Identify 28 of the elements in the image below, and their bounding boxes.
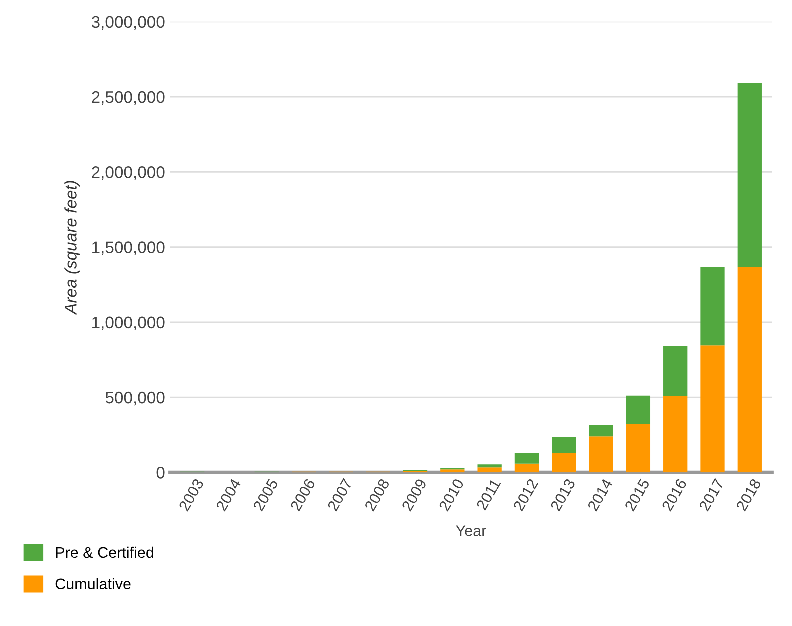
y-tick-label: 2,000,000: [92, 166, 165, 180]
bar: [478, 464, 502, 468]
bar: [589, 425, 614, 437]
bar: [440, 470, 465, 473]
bar: [738, 268, 762, 473]
bar: [589, 436, 614, 473]
y-tick-label: 1,500,000: [92, 242, 165, 256]
bar: [626, 424, 651, 473]
bar: [514, 453, 540, 464]
x-axis-title: Year: [456, 526, 486, 536]
y-axis-title: Area (square feet): [64, 181, 80, 316]
y-tick-label: 500,000: [106, 392, 165, 406]
bar: [700, 346, 725, 473]
y-tick-label: 2,500,000: [92, 91, 165, 106]
bar: [552, 437, 576, 453]
bar: [514, 464, 540, 473]
bar: [664, 396, 688, 473]
y-tick-label: 1,000,000: [92, 316, 165, 331]
bar: [626, 396, 651, 424]
legend-label: Pre & Certified: [56, 546, 154, 558]
y-tick-label: 0: [156, 467, 165, 479]
y-tick-label: 3,000,000: [92, 16, 165, 30]
legend-label: Cumulative: [56, 578, 131, 590]
bar: [552, 452, 576, 473]
bar: [738, 84, 762, 268]
bar: [664, 346, 688, 396]
bar: [478, 468, 502, 473]
bar: [700, 268, 725, 346]
